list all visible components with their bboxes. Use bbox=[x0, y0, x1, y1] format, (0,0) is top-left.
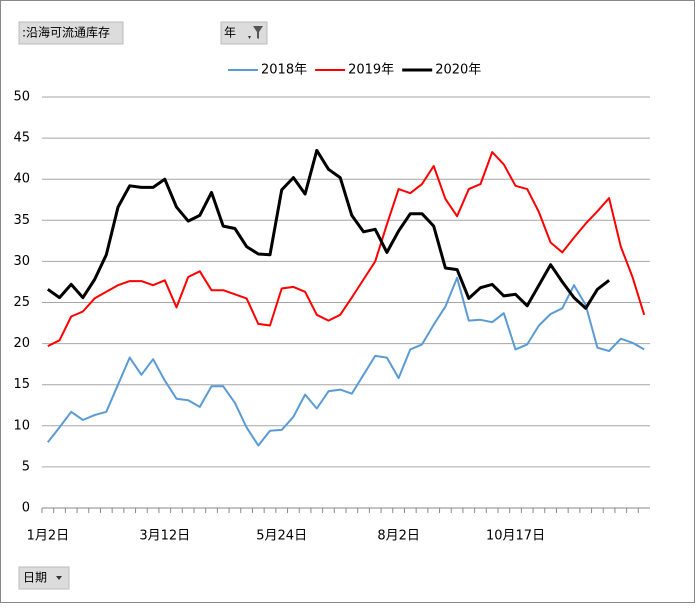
series-line bbox=[47, 151, 646, 347]
axis-button-box bbox=[18, 566, 70, 590]
series-line bbox=[46, 148, 611, 310]
axis-button[interactable]: 日期 bbox=[18, 566, 70, 590]
series-line bbox=[47, 276, 645, 447]
y-tick-label: 0 bbox=[22, 501, 30, 516]
x-tick-label: 1月2日 bbox=[27, 529, 70, 544]
x-tick-label: 5月24日 bbox=[256, 529, 307, 544]
axis-button-label: 日期 bbox=[23, 571, 47, 585]
x-tick-label: 3月12日 bbox=[139, 529, 190, 544]
field-button[interactable]: :沿海可流通库存 bbox=[18, 21, 124, 45]
y-tick-label: 25 bbox=[13, 295, 30, 310]
y-tick-label: 45 bbox=[13, 131, 30, 146]
y-tick-label: 15 bbox=[13, 377, 30, 392]
funnel-icon bbox=[253, 26, 263, 39]
filter-button-label: 年 bbox=[224, 26, 236, 40]
field-button-box bbox=[18, 21, 124, 45]
field-button-label: :沿海可流通库存 bbox=[22, 25, 110, 40]
dropdown-arrow bbox=[56, 576, 62, 580]
dropdown-arrow bbox=[248, 36, 251, 39]
y-tick-label: 40 bbox=[13, 172, 30, 187]
legend-label: 2020年 bbox=[435, 63, 481, 78]
y-tick-label: 30 bbox=[13, 254, 30, 269]
y-tick-label: 20 bbox=[13, 336, 30, 351]
legend-label: 2018年 bbox=[261, 63, 307, 78]
filter-button[interactable]: 年 bbox=[220, 21, 268, 45]
legend-label: 2019年 bbox=[348, 63, 394, 78]
y-tick-label: 50 bbox=[13, 90, 30, 105]
y-tick-label: 10 bbox=[13, 418, 30, 433]
y-tick-label: 35 bbox=[13, 213, 30, 228]
y-tick-label: 5 bbox=[22, 459, 30, 474]
x-tick-label: 10月17日 bbox=[486, 529, 545, 544]
x-tick-label: 8月2日 bbox=[377, 529, 420, 544]
